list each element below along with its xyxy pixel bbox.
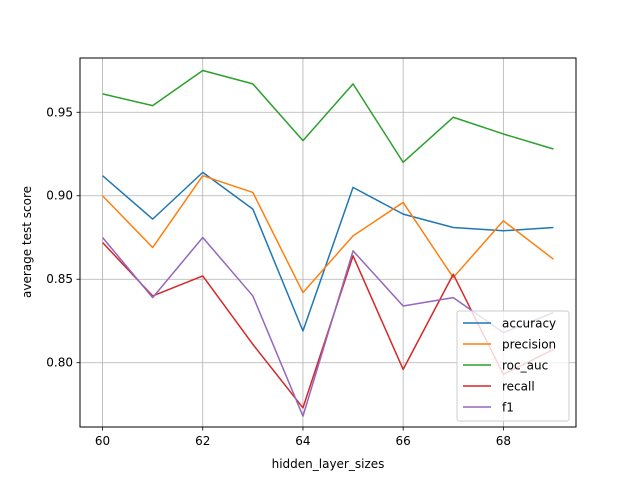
y-tick-label: 0.95 [46, 105, 73, 119]
y-tick-label: 0.80 [46, 356, 73, 370]
legend-label: roc_auc [502, 359, 548, 373]
x-tick-label: 60 [95, 434, 110, 448]
x-tick-label: 64 [295, 434, 310, 448]
series-line-roc-auc [102, 69, 554, 164]
legend-label: precision [502, 338, 556, 352]
x-axis-label: hidden_layer_sizes [272, 457, 385, 471]
y-axis-label: average test score [20, 186, 34, 298]
series-line-precision [102, 174, 554, 294]
series-line-accuracy [102, 171, 554, 332]
x-tick-label: 68 [496, 434, 511, 448]
y-tick-label: 0.85 [46, 272, 73, 286]
x-axis: 60 62 64 66 68 [95, 427, 511, 448]
y-tick-label: 0.90 [46, 189, 73, 203]
legend-label: accuracy [502, 317, 556, 331]
x-tick-label: 62 [195, 434, 210, 448]
x-tick-label: 66 [396, 434, 411, 448]
plot-frame [79, 57, 577, 428]
legend-label: recall [502, 380, 535, 394]
y-axis: 0.80 0.85 0.90 0.95 [46, 105, 80, 370]
legend-label: f1 [502, 401, 514, 415]
legend-box [456, 310, 570, 422]
